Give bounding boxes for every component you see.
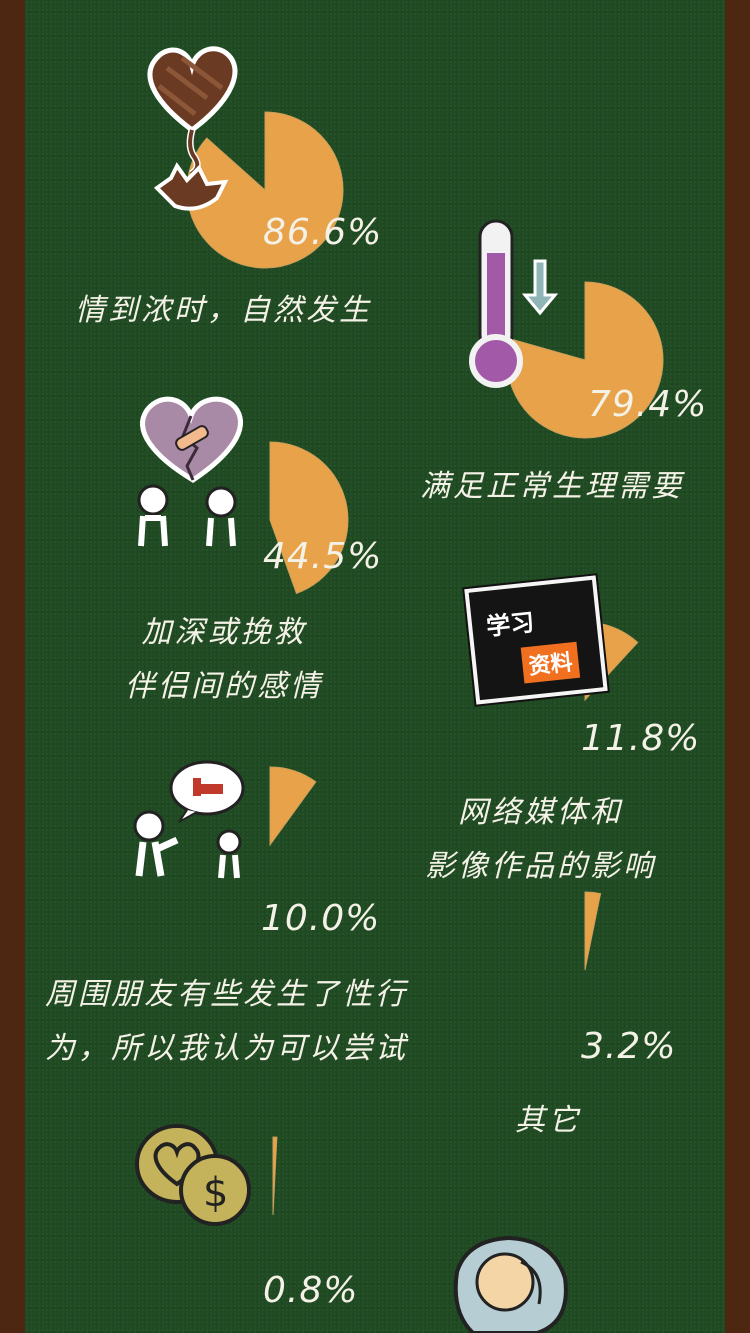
study-sign-top-text: 学习 — [484, 608, 536, 642]
chocolate-heart-icon — [147, 46, 238, 211]
pct-1: 86.6% — [263, 212, 383, 253]
label-2: 满足正常生理需要 — [420, 460, 684, 514]
pct-5: 10.0% — [261, 898, 381, 939]
label-3-line-1: 加深或挽救 — [141, 615, 307, 650]
pie-slice-2 — [506, 281, 664, 439]
study-sign-bottom-text: 资料 — [520, 641, 581, 684]
board-frame-left — [0, 0, 25, 1333]
label-6: 其它 — [515, 1094, 581, 1148]
pct-3: 44.5% — [263, 536, 383, 577]
pie-slice-6 — [584, 891, 602, 971]
pie-slice-7 — [272, 1136, 278, 1216]
label-4-line-2: 影像作品的影响 — [425, 849, 656, 884]
label-4: 网络媒体和 影像作品的影响 — [425, 786, 656, 894]
pct-2: 79.4% — [588, 384, 708, 425]
label-1: 情到浓时，自然发生 — [75, 284, 372, 338]
friends-talking-icon — [133, 760, 245, 879]
pie-chart-group — [186, 111, 664, 1216]
label-3: 加深或挽救 伴侣间的感情 — [125, 606, 323, 714]
label-5-line-2: 为，所以我认为可以尝试 — [45, 1031, 408, 1066]
pie-slice-5 — [269, 766, 317, 847]
baby-icon — [453, 1235, 568, 1333]
label-3-line-2: 伴侣间的感情 — [125, 669, 323, 704]
label-2-line-1: 满足正常生理需要 — [420, 469, 684, 504]
label-5: 周围朋友有些发生了性行 为，所以我认为可以尝试 — [45, 968, 408, 1076]
label-5-line-1: 周围朋友有些发生了性行 — [45, 977, 408, 1012]
board-frame-right — [725, 0, 750, 1333]
label-1-line-1: 情到浓时，自然发生 — [75, 293, 372, 328]
svg-text:$: $ — [203, 1170, 228, 1216]
pct-6: 3.2% — [581, 1026, 677, 1067]
chalkboard: 学习 资料 $ 86.6% 79.4% 44.5% 11.8% 10.0% 3.… — [25, 0, 725, 1333]
pct-7: 0.8% — [263, 1270, 359, 1311]
coins-icon: $ — [135, 1124, 251, 1226]
pie-slice-3 — [269, 441, 349, 595]
study-material-sign-icon: 学习 资料 — [464, 575, 608, 705]
broken-heart-couple-icon — [137, 396, 243, 547]
label-4-line-1: 网络媒体和 — [458, 795, 623, 830]
pct-4: 11.8% — [581, 718, 701, 759]
thermometer-icon — [469, 219, 559, 388]
label-6-line-1: 其它 — [515, 1103, 581, 1138]
